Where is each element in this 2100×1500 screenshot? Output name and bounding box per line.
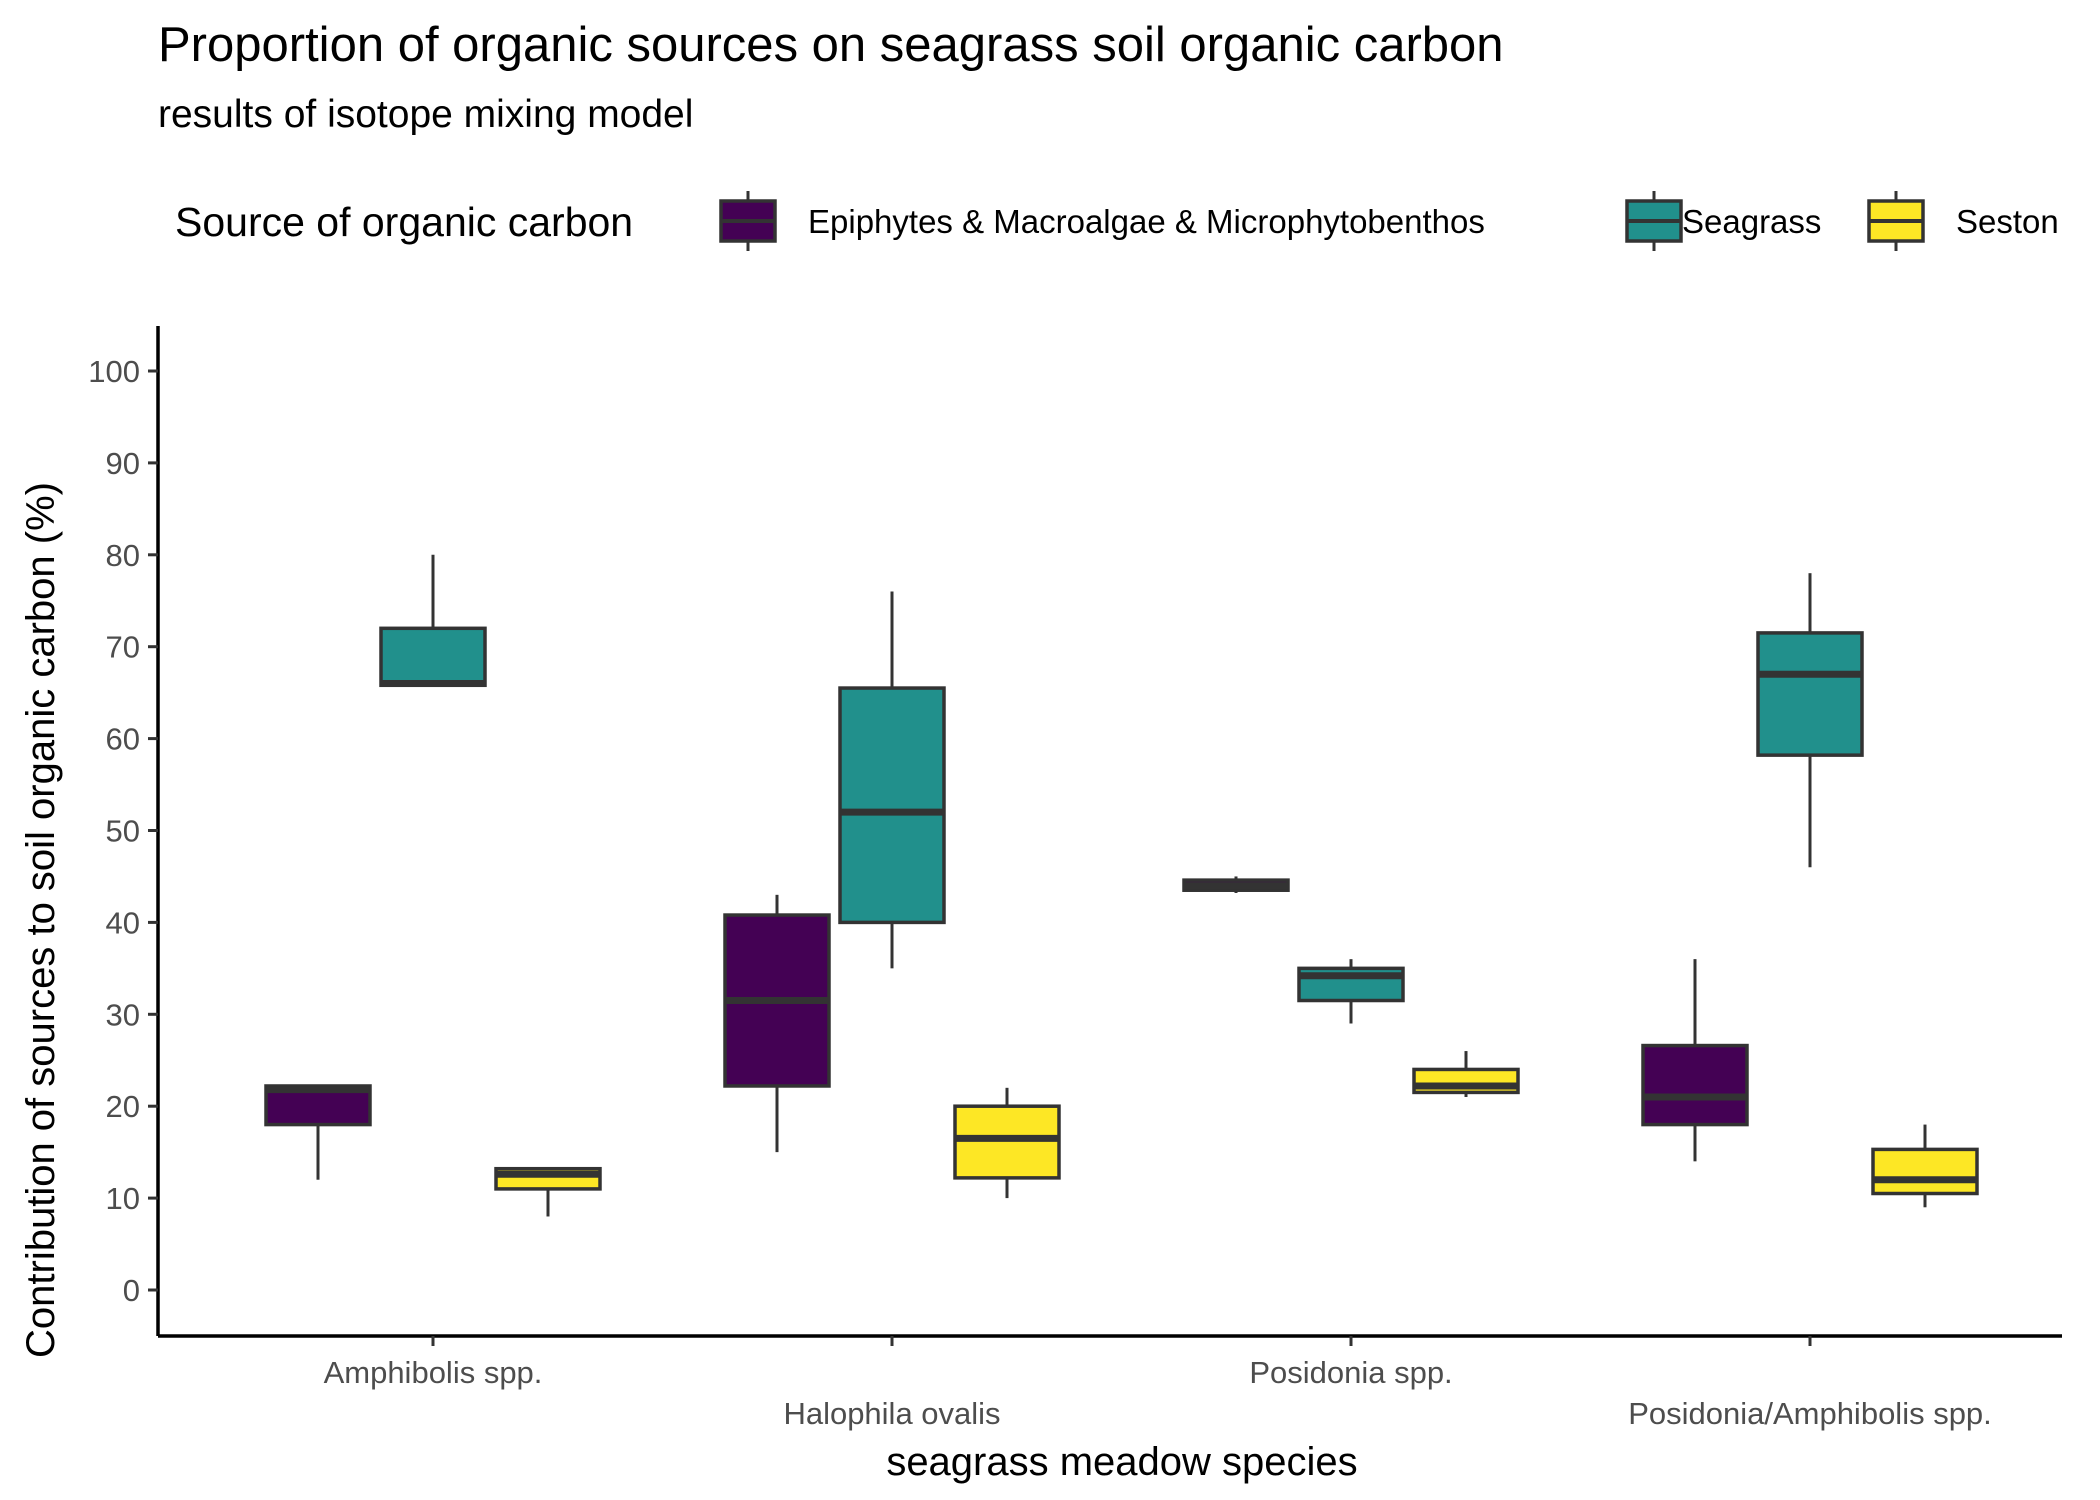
x-tick-label: Amphibolis spp. (324, 1355, 543, 1390)
box-1-1 (838, 591, 946, 969)
legend-key-0 (719, 191, 777, 251)
y-tick-label: 70 (106, 630, 140, 665)
box-body (1871, 1147, 1979, 1196)
chart-title: Proportion of organic sources on seagras… (158, 18, 1504, 72)
x-tick-label: Posidonia spp. (1249, 1355, 1452, 1390)
y-tick-label: 50 (106, 814, 140, 849)
box-body (1641, 1043, 1749, 1127)
y-tick-label: 30 (106, 997, 140, 1032)
box-1-0 (723, 894, 831, 1153)
x-axis-title: seagrass meadow species (886, 1440, 1357, 1484)
box-3-2 (1871, 1124, 1979, 1208)
y-axis-title: Contribution of sources to soil organic … (19, 482, 63, 1358)
legend-title: Source of organic carbon (175, 199, 633, 245)
box-3-1 (1756, 573, 1864, 868)
y-tick-label: 90 (106, 446, 140, 481)
x-axis: Amphibolis spp. Halophila ovalis Posidonia… (158, 1334, 2062, 1431)
y-axis: 0 10 20 30 40 50 60 70 80 90 100 (88, 326, 160, 1336)
box-body (1756, 631, 1864, 757)
y-tick-label: 60 (106, 722, 140, 757)
box-body (953, 1104, 1061, 1180)
legend-label: Seston (1956, 203, 2059, 240)
box-0-1 (379, 554, 487, 688)
y-tick-label: 40 (106, 905, 140, 940)
box-2-0 (1182, 876, 1290, 893)
y-tick-label: 80 (106, 538, 140, 573)
boxplot-marks (264, 554, 1979, 1217)
box-1-2 (953, 1087, 1061, 1199)
box-3-0 (1641, 959, 1749, 1162)
box-2-2 (1412, 1051, 1520, 1098)
box-2-1 (1297, 959, 1405, 1024)
y-tick-label: 0 (123, 1273, 140, 1308)
box-0-0 (264, 1084, 372, 1180)
y-tick-label: 100 (88, 354, 140, 389)
legend-key-1 (1625, 191, 1683, 251)
legend-label: Epiphytes & Macroalgae & Microphytobenth… (808, 203, 1485, 240)
box-body (838, 686, 946, 925)
x-tick-label: Halophila ovalis (783, 1396, 1000, 1431)
chart-subtitle: results of isotope mixing model (158, 93, 693, 136)
legend: Source of organic carbon Epiphytes & Mac… (175, 191, 2059, 251)
y-tick-label: 20 (106, 1089, 140, 1124)
box-0-2 (494, 1166, 602, 1217)
x-tick-label: Posidonia/Amphibolis spp. (1628, 1396, 1992, 1431)
box-body (379, 626, 487, 688)
legend-key-2 (1867, 191, 1925, 251)
legend-label: Seagrass (1682, 203, 1821, 240)
y-tick-label: 10 (106, 1181, 140, 1216)
